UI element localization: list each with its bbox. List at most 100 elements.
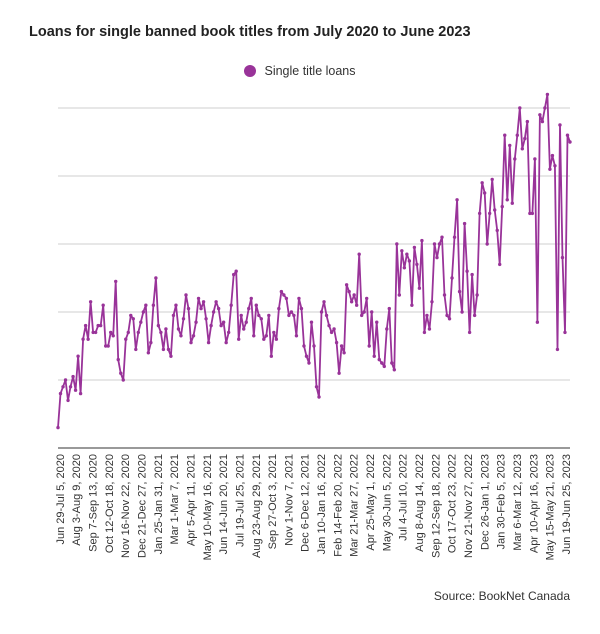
- data-point: [237, 337, 241, 341]
- data-point: [93, 330, 98, 335]
- legend-swatch: [244, 65, 257, 77]
- data-point: [477, 211, 482, 216]
- data-point: [362, 310, 366, 314]
- data-point: [231, 272, 236, 277]
- data-point: [76, 354, 80, 358]
- data-point: [503, 133, 507, 137]
- x-tick-label: Oct 17-Oct 23, 2022: [447, 454, 459, 553]
- data-point: [78, 391, 83, 396]
- data-point: [495, 228, 499, 233]
- data-point: [164, 327, 168, 331]
- data-point: [545, 92, 550, 97]
- data-point: [254, 303, 258, 307]
- data-point: [114, 279, 118, 284]
- data-point: [447, 317, 452, 321]
- data-point: [508, 143, 512, 148]
- data-point: [211, 310, 216, 314]
- data-point: [307, 361, 311, 365]
- data-point: [440, 235, 444, 239]
- data-point: [161, 347, 166, 352]
- x-tick-label: May 10-May 16, 2021: [202, 454, 214, 560]
- data-point: [550, 153, 555, 158]
- data-point: [184, 293, 188, 297]
- data-point: [420, 238, 424, 243]
- data-point: [221, 320, 226, 324]
- data-point: [259, 317, 263, 321]
- data-point: [385, 327, 389, 331]
- data-point: [129, 313, 133, 318]
- data-point: [400, 249, 404, 253]
- x-tick-label: Aug 23-Aug 29, 2021: [251, 454, 263, 558]
- data-point: [264, 334, 269, 338]
- data-point: [206, 340, 211, 345]
- data-point: [372, 354, 376, 358]
- data-point: [204, 317, 208, 321]
- data-point: [239, 313, 243, 318]
- x-tick-label: Jun 29-Jul 5, 2020: [55, 454, 67, 545]
- data-point: [277, 306, 281, 311]
- data-point: [540, 119, 545, 124]
- data-point: [377, 357, 381, 362]
- data-point: [91, 330, 95, 335]
- data-point: [515, 133, 519, 137]
- data-point: [131, 317, 135, 321]
- data-point: [86, 337, 90, 341]
- data-point: [101, 303, 105, 307]
- data-point: [337, 371, 341, 375]
- legend: Single title loans: [0, 64, 600, 78]
- data-point: [111, 334, 115, 338]
- data-point: [422, 330, 427, 335]
- data-point: [455, 198, 459, 202]
- data-point: [339, 344, 344, 348]
- data-point: [380, 361, 384, 365]
- x-tick-label: Jan 10-Jan 16, 2022: [316, 454, 328, 554]
- data-point: [119, 371, 123, 375]
- data-point: [365, 296, 369, 301]
- data-point: [58, 391, 63, 396]
- data-point: [279, 289, 284, 294]
- data-point: [548, 167, 552, 171]
- x-tick-label: Sep 7-Sep 13, 2020: [88, 454, 100, 552]
- data-point: [322, 300, 326, 304]
- data-point: [472, 313, 477, 318]
- data-point: [324, 313, 329, 318]
- data-point: [518, 106, 522, 110]
- data-point: [319, 310, 324, 314]
- data-point: [247, 306, 251, 311]
- data-point: [553, 164, 557, 168]
- data-point: [555, 347, 560, 352]
- data-point: [535, 320, 540, 324]
- data-point: [538, 113, 542, 117]
- data-point: [189, 340, 193, 345]
- data-point: [357, 252, 361, 256]
- data-point: [81, 337, 85, 341]
- data-point: [329, 330, 334, 335]
- data-point: [354, 303, 359, 307]
- x-tick-label: Feb 14-Feb 20, 2022: [332, 454, 344, 557]
- data-point: [171, 313, 176, 318]
- data-point: [126, 330, 130, 335]
- x-tick-label: Sep 27-Oct 3, 2021: [267, 454, 279, 549]
- data-point: [159, 330, 163, 335]
- data-point: [427, 327, 432, 331]
- data-point: [149, 340, 153, 345]
- x-tick-label: Aug 3-Aug 9, 2020: [71, 454, 83, 546]
- x-tick-label: May 30-Jun 5, 2022: [381, 454, 393, 551]
- data-point: [452, 235, 457, 239]
- data-point: [417, 286, 422, 290]
- data-point: [457, 289, 462, 294]
- data-point: [267, 313, 271, 318]
- x-tick-label: Nov 1-Nov 7, 2021: [283, 454, 295, 546]
- data-point: [332, 327, 336, 331]
- data-point: [199, 306, 203, 311]
- data-point: [242, 327, 246, 331]
- data-point: [493, 208, 497, 212]
- data-point: [249, 296, 253, 301]
- data-point: [63, 378, 68, 382]
- x-tick-label: Apr 25-May 1, 2022: [365, 454, 377, 551]
- data-point: [61, 385, 65, 389]
- data-point: [179, 334, 183, 338]
- data-point: [262, 337, 266, 341]
- data-point: [141, 310, 146, 314]
- x-tick-label: May 15-May 21, 2023: [545, 454, 557, 560]
